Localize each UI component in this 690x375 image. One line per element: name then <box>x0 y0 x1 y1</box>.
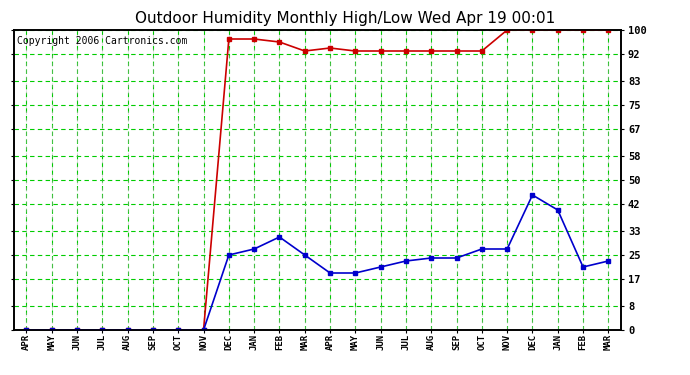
Text: Copyright 2006 Cartronics.com: Copyright 2006 Cartronics.com <box>17 36 187 46</box>
Text: Outdoor Humidity Monthly High/Low Wed Apr 19 00:01: Outdoor Humidity Monthly High/Low Wed Ap… <box>135 11 555 26</box>
